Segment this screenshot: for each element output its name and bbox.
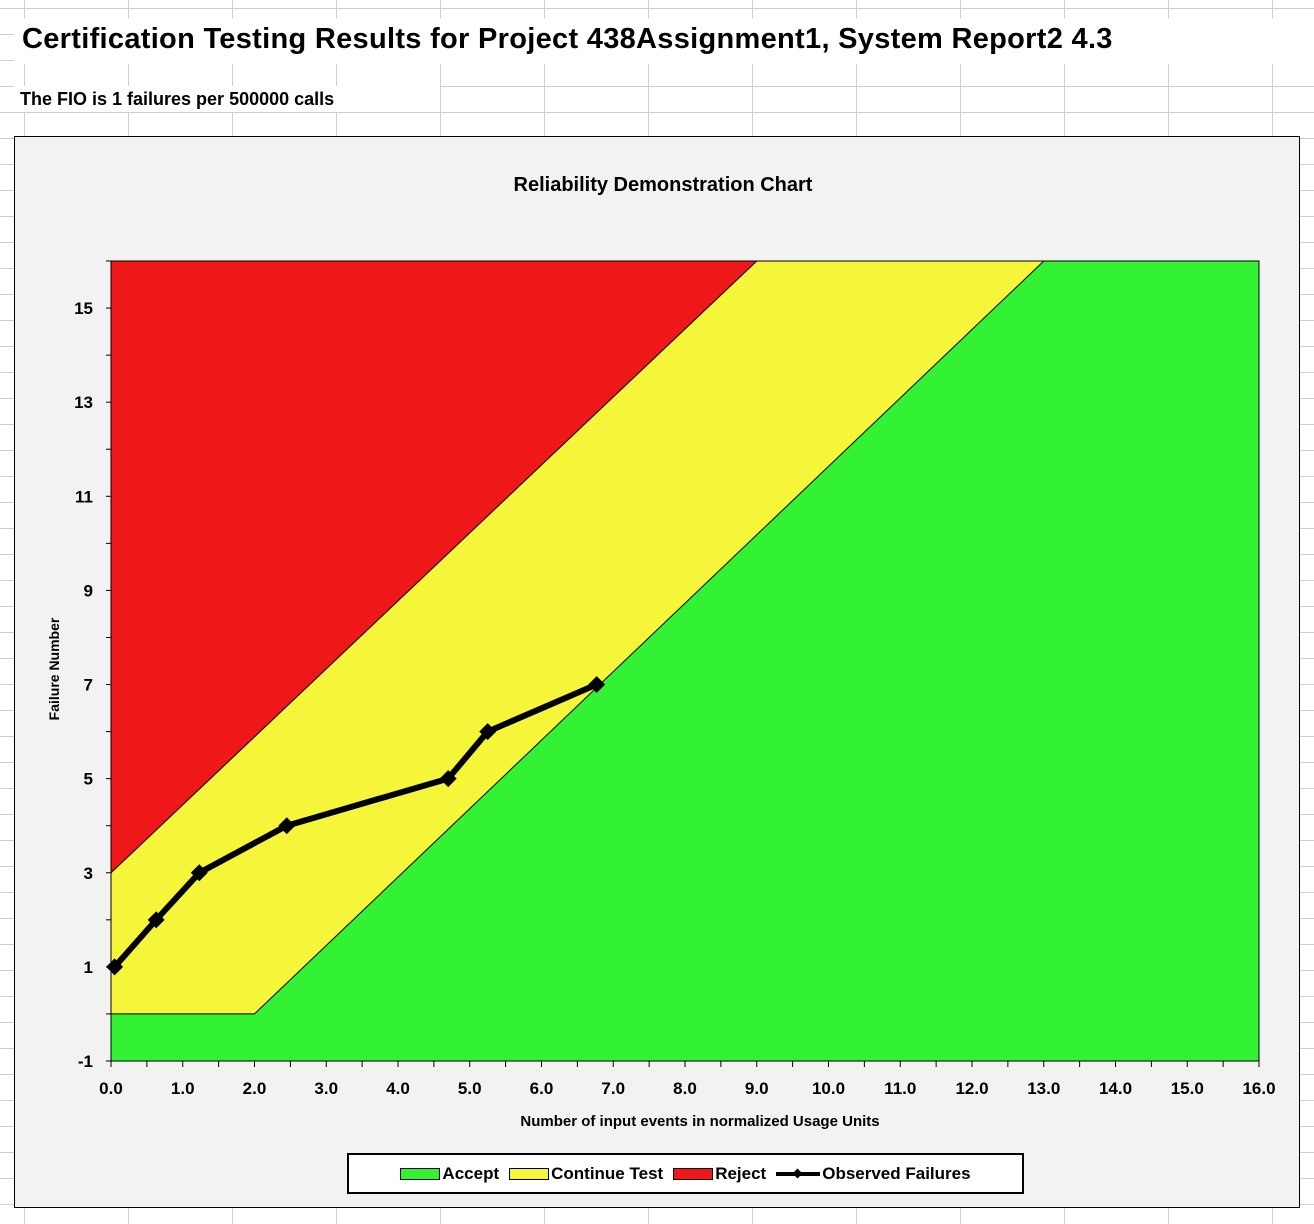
y-axis-label: Failure Number (46, 617, 62, 720)
x-tick-label: 12.0 (955, 1079, 988, 1098)
fio-statement: The FIO is 1 failures per 500000 calls (14, 86, 440, 112)
legend-item-accept: Accept (400, 1164, 499, 1184)
x-tick-label: 6.0 (530, 1079, 554, 1098)
regions-layer (110, 260, 1260, 1062)
x-tick-label: 7.0 (601, 1079, 625, 1098)
sheet-title: Certification Testing Results for Projec… (14, 18, 1314, 64)
legend-item-continue-test: Continue Test (509, 1164, 663, 1184)
observed-failure-point (439, 770, 457, 788)
legend-label-continue-test: Continue Test (551, 1163, 664, 1183)
legend-item-reject: Reject (673, 1164, 766, 1184)
y-tick-label: 13 (74, 393, 93, 412)
x-tick-label: 14.0 (1099, 1079, 1132, 1098)
y-tick-label: 7 (84, 676, 93, 695)
x-tick-label: 1.0 (171, 1079, 195, 1098)
x-tick-label: 4.0 (386, 1079, 410, 1098)
accept-region (111, 261, 1259, 1061)
chart-title: Reliability Demonstration Chart (514, 174, 813, 196)
observed-failures-line-icon (776, 1167, 821, 1181)
x-tick-label: 11.0 (884, 1079, 916, 1098)
observed-failure-point (147, 911, 165, 929)
x-tick-label: 10.0 (812, 1079, 845, 1098)
x-tick-label: 2.0 (243, 1079, 267, 1098)
chart-area[interactable]: Reliability Demonstration Chart -1 1 3 5 7 9 1… (14, 136, 1300, 1208)
legend-label-observed-failures: Observed Failures (822, 1163, 971, 1183)
y-tick-label: 15 (74, 299, 93, 318)
x-tick-label: 5.0 (458, 1079, 482, 1098)
observed-failure-point (190, 864, 208, 882)
accept-swatch (400, 1167, 441, 1180)
x-tick-label: 9.0 (745, 1079, 769, 1098)
y-tick-label: 9 (84, 581, 93, 600)
y-tick-label: -1 (78, 1052, 93, 1071)
x-tick-label: 0.0 (99, 1079, 123, 1098)
x-tick-label: 3.0 (314, 1079, 338, 1098)
chart-legend[interactable]: Accept Continue Test Reject Observed Fai… (347, 1153, 1024, 1194)
series-layer (106, 676, 606, 976)
x-tick-label: 15.0 (1171, 1079, 1204, 1098)
observed-failure-point (479, 723, 497, 741)
legend-item-observed-failures: Observed Failures (776, 1163, 971, 1184)
x-tick-label: 16.0 (1242, 1079, 1275, 1098)
x-tick-label: 13.0 (1027, 1079, 1060, 1098)
legend-label-accept: Accept (442, 1163, 500, 1183)
y-tick-label: 3 (84, 864, 93, 883)
x-tick-label: 8.0 (673, 1079, 697, 1098)
continue-test-swatch (509, 1167, 550, 1180)
reliability-chart: Reliability Demonstration Chart -1135791… (46, 174, 1276, 1130)
reject-boundary-line (110, 260, 758, 874)
y-tick-label: 11 (75, 487, 93, 506)
accept-boundary-line (111, 260, 1045, 1015)
y-tick-label: 5 (84, 770, 93, 789)
reject-swatch (673, 1167, 714, 1180)
x-axis-label: Number of input events in normalized Usa… (520, 1113, 879, 1130)
legend-label-reject: Reject (715, 1163, 767, 1183)
observed-failure-point (588, 676, 606, 694)
y-tick-label: 1 (84, 958, 93, 977)
continue-test-region (111, 261, 1044, 1014)
